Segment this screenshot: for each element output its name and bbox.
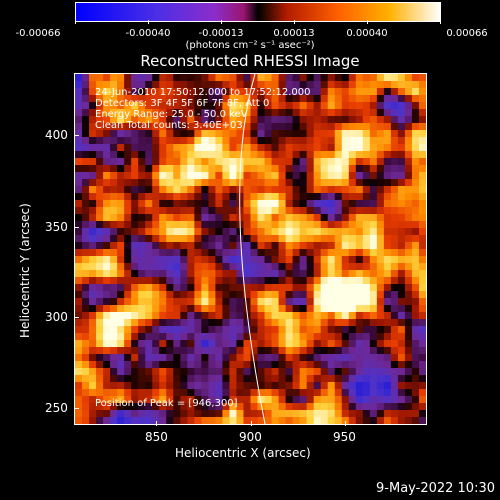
info-detectors: Detectors: 3F 4F 5F 6F 7F 8F, Att 0 — [95, 98, 270, 109]
x-tick-label: 850 — [145, 430, 168, 444]
x-tick-label: 950 — [333, 430, 356, 444]
colorbar-tick — [148, 20, 149, 24]
colorbar-ticks: -0.00066 -0.00040 -0.00013 0.00013 0.000… — [0, 0, 500, 40]
y-tick-label: 250 — [45, 401, 68, 415]
colorbar-tick-label: -0.00066 — [15, 28, 61, 39]
y-axis-label: Heliocentric Y (arcsec) — [18, 203, 32, 338]
colorbar-tick-label: -0.00013 — [198, 28, 244, 39]
colorbar-tick-label: 0.00013 — [273, 28, 315, 39]
info-time-range: 24-Jun-2010 17:50:12.000 to 17:52:12.000 — [95, 87, 311, 98]
plot-area — [74, 73, 427, 425]
colorbar-units: (photons cm⁻² s⁻¹ asec⁻²) — [185, 40, 315, 51]
colorbar — [75, 2, 441, 22]
colorbar-tick-label: 0.00066 — [446, 28, 488, 39]
colorbar-tick — [294, 20, 295, 24]
plot-title: Reconstructed RHESSI Image — [140, 52, 360, 70]
reconstructed-image — [75, 74, 426, 424]
colorbar-tick-label: 0.00040 — [346, 28, 388, 39]
info-energy-range: Energy Range: 25.0 - 50.0 keV — [95, 109, 248, 120]
x-tick-label: 900 — [239, 430, 262, 444]
colorbar-tick — [221, 20, 222, 24]
x-axis-label: Heliocentric X (arcsec) — [175, 446, 311, 460]
info-clean-counts: Clean Total counts: 3.40E+03 — [95, 120, 243, 131]
y-tick-label: 400 — [45, 128, 68, 142]
y-tick-label: 300 — [45, 310, 68, 324]
y-tick-label: 350 — [45, 220, 68, 234]
heatmap-cells — [75, 74, 426, 424]
colorbar-tick — [75, 20, 76, 24]
colorbar-tick-label: -0.00040 — [125, 28, 171, 39]
timestamp: 9-May-2022 10:30 — [376, 481, 495, 496]
solar-limb-line — [239, 74, 266, 424]
peak-position-label: Position of Peak = [946,300] — [95, 398, 238, 409]
colorbar-tick — [367, 20, 368, 24]
colorbar-tick — [440, 20, 441, 24]
